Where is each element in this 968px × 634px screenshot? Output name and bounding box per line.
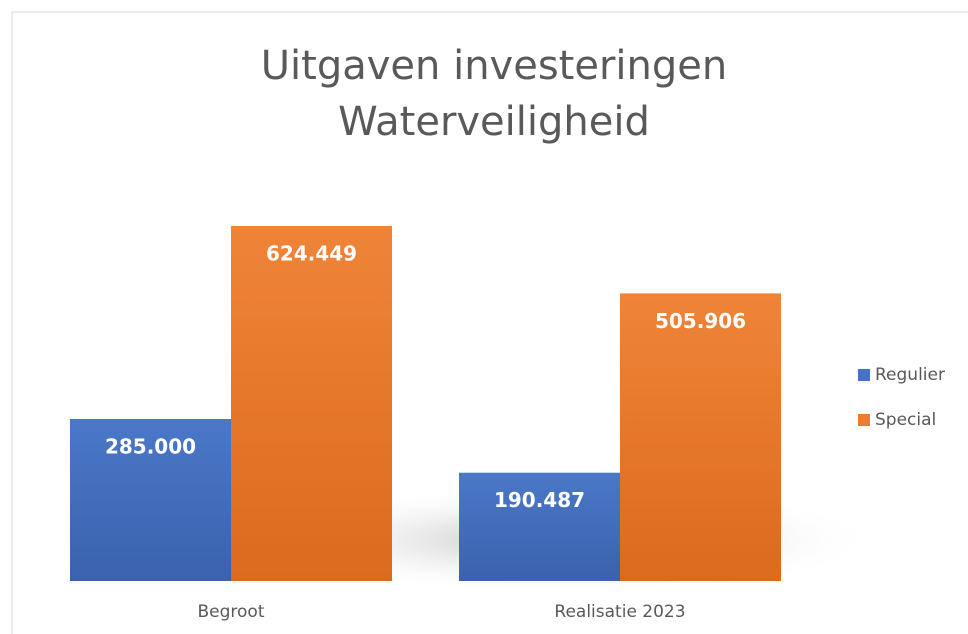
data-label: 505.906 (655, 309, 746, 333)
bar (70, 418, 231, 581)
x-tick-label: Begroot (198, 602, 265, 622)
bar (459, 472, 620, 581)
chart-title: Waterveiligheid (338, 99, 650, 145)
legend-swatch (858, 369, 870, 381)
data-label: 285.000 (105, 434, 196, 458)
x-tick-label: Realisatie 2023 (554, 602, 685, 622)
bar (231, 226, 392, 581)
legend-label: Special (875, 410, 936, 430)
bar (620, 293, 781, 581)
legend-label: Regulier (875, 365, 945, 385)
legend-swatch (858, 414, 870, 426)
data-label: 190.487 (494, 488, 585, 512)
chart-title: Uitgaven investeringen (261, 43, 727, 89)
data-label: 624.449 (266, 242, 357, 266)
